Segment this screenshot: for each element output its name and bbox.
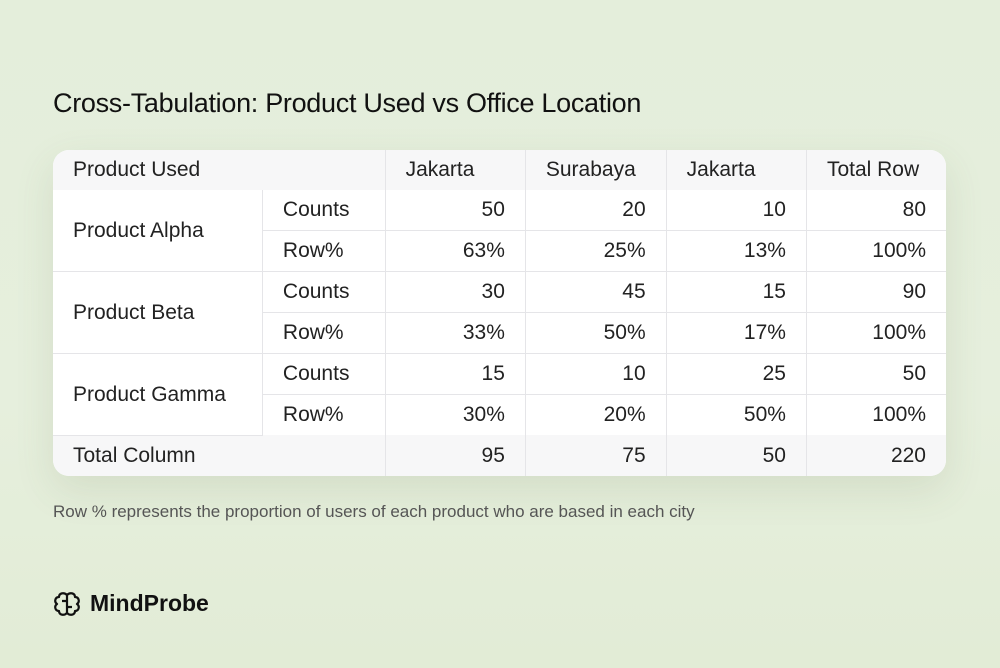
brand-name: MindProbe [90, 590, 209, 616]
crosstab-table: Product Used Jakarta Surabaya Jakarta To… [53, 150, 946, 476]
value-cell: 50 [384, 190, 526, 232]
header-cell: Product Used [53, 150, 386, 191]
table-row: Product Gamma Counts 15 10 25 50 [53, 353, 946, 436]
value-cell: 20 [524, 190, 667, 232]
measure-label: Row% [262, 394, 386, 436]
table-row: Product Alpha Counts 50 20 10 80 [53, 190, 946, 273]
crosstab-table-card: Product Used Jakarta Surabaya Jakarta To… [53, 150, 946, 476]
value-cell: 100% [805, 394, 946, 436]
product-label: Product Alpha [53, 190, 263, 273]
measure-label: Row% [262, 230, 386, 273]
value-cell: 25 [665, 353, 807, 396]
value-cell: 100% [805, 230, 946, 273]
value-cell: 30% [384, 394, 526, 436]
header-cell: Total Row [805, 150, 946, 191]
brain-icon [54, 591, 80, 616]
header-row: Product Used Jakarta Surabaya Jakarta To… [53, 150, 946, 191]
total-cell: 75 [524, 435, 667, 476]
table-row: Row% 30% 20% 50% 100% [53, 394, 946, 436]
value-cell: 17% [665, 312, 807, 355]
value-cell: 50% [524, 312, 667, 355]
value-cell: 100% [805, 312, 946, 355]
header-cell: Jakarta [384, 150, 526, 191]
total-label: Total Column [53, 435, 386, 476]
measure-label: Counts [261, 190, 386, 232]
total-row: Total Column 95 75 50 220 [53, 435, 946, 476]
value-cell: 10 [524, 353, 667, 396]
total-cell: 220 [805, 435, 946, 476]
value-cell: 50% [665, 394, 807, 436]
table-row: Product Beta Counts 30 45 15 90 [53, 271, 946, 355]
value-cell: 25% [524, 230, 667, 273]
header-cell: Surabaya [524, 150, 667, 191]
value-cell: 10 [665, 190, 807, 232]
value-cell: 63% [384, 230, 526, 273]
total-cell: 95 [384, 435, 526, 476]
value-cell: 20% [524, 394, 667, 436]
value-cell: 33% [384, 312, 526, 355]
page-title: Cross-Tabulation: Product Used vs Office… [53, 88, 642, 118]
header-cell: Jakarta [665, 150, 807, 191]
value-cell: 50 [805, 353, 946, 396]
value-cell: 13% [665, 230, 807, 273]
value-cell: 30 [384, 271, 526, 314]
value-cell: 15 [384, 353, 526, 396]
table-row: Row% 33% 50% 17% 100% [53, 312, 946, 355]
value-cell: 45 [524, 271, 667, 314]
footnote: Row % represents the proportion of users… [53, 502, 695, 521]
value-cell: 90 [805, 271, 946, 314]
value-cell: 80 [805, 190, 946, 232]
measure-label: Row% [262, 312, 386, 355]
measure-label: Counts [261, 271, 386, 314]
product-label: Product Beta [53, 271, 263, 355]
value-cell: 15 [665, 271, 807, 314]
product-label: Product Gamma [53, 353, 263, 436]
brand-logo: MindProbe [54, 590, 209, 617]
measure-label: Counts [261, 353, 386, 396]
total-cell: 50 [665, 435, 807, 476]
